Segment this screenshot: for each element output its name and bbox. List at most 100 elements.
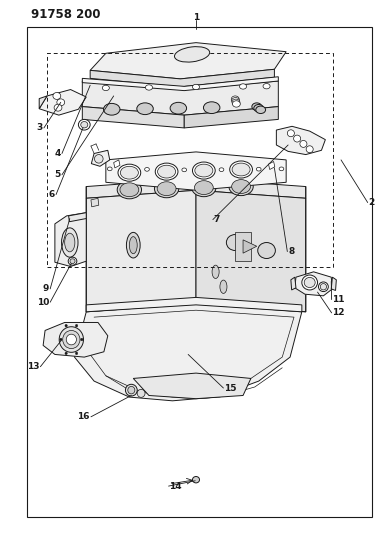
Polygon shape — [133, 373, 251, 399]
Ellipse shape — [59, 327, 83, 352]
Polygon shape — [82, 81, 278, 115]
Polygon shape — [196, 190, 306, 312]
Ellipse shape — [157, 182, 176, 196]
Ellipse shape — [78, 119, 90, 130]
Ellipse shape — [145, 85, 152, 90]
Ellipse shape — [75, 325, 78, 327]
Ellipse shape — [240, 84, 247, 89]
Text: 5: 5 — [54, 171, 61, 179]
Ellipse shape — [192, 84, 200, 90]
Ellipse shape — [129, 237, 137, 254]
Polygon shape — [86, 190, 196, 312]
Ellipse shape — [107, 167, 112, 171]
Ellipse shape — [294, 135, 301, 142]
Ellipse shape — [226, 235, 244, 251]
Polygon shape — [90, 43, 286, 79]
Polygon shape — [82, 107, 184, 128]
Ellipse shape — [155, 163, 178, 180]
Polygon shape — [39, 90, 86, 115]
Ellipse shape — [195, 164, 213, 177]
Polygon shape — [291, 277, 296, 290]
Ellipse shape — [68, 257, 77, 265]
Text: 15: 15 — [224, 384, 237, 392]
Polygon shape — [86, 179, 306, 198]
Ellipse shape — [306, 146, 313, 152]
Polygon shape — [91, 150, 110, 166]
Ellipse shape — [231, 96, 239, 102]
Ellipse shape — [229, 177, 253, 196]
Ellipse shape — [192, 477, 200, 483]
Ellipse shape — [154, 180, 179, 198]
Ellipse shape — [232, 163, 250, 176]
Ellipse shape — [304, 277, 315, 288]
Ellipse shape — [232, 101, 240, 107]
Ellipse shape — [57, 99, 65, 106]
Ellipse shape — [203, 102, 220, 114]
Ellipse shape — [125, 384, 137, 396]
Polygon shape — [82, 77, 278, 91]
Ellipse shape — [192, 162, 215, 179]
Ellipse shape — [256, 167, 261, 171]
Ellipse shape — [65, 352, 67, 354]
Polygon shape — [269, 161, 275, 169]
Ellipse shape — [232, 180, 250, 193]
Ellipse shape — [300, 141, 307, 147]
Ellipse shape — [158, 165, 176, 178]
Ellipse shape — [81, 338, 83, 341]
Ellipse shape — [53, 93, 61, 100]
Ellipse shape — [54, 104, 62, 111]
Ellipse shape — [102, 85, 109, 91]
Ellipse shape — [62, 228, 78, 257]
Ellipse shape — [70, 259, 75, 264]
Ellipse shape — [302, 275, 318, 290]
Ellipse shape — [232, 98, 240, 104]
Ellipse shape — [192, 179, 216, 197]
Ellipse shape — [258, 243, 275, 259]
Ellipse shape — [118, 164, 141, 181]
Ellipse shape — [170, 102, 187, 114]
Ellipse shape — [120, 166, 138, 179]
Ellipse shape — [137, 103, 153, 115]
Polygon shape — [69, 213, 86, 222]
Ellipse shape — [256, 106, 265, 114]
Polygon shape — [39, 96, 47, 109]
Ellipse shape — [128, 386, 135, 394]
Text: 9: 9 — [43, 285, 49, 293]
Polygon shape — [55, 213, 86, 266]
Ellipse shape — [174, 47, 210, 62]
Text: 14: 14 — [169, 482, 182, 490]
Ellipse shape — [117, 181, 142, 199]
Ellipse shape — [65, 233, 75, 252]
Bar — [235, 232, 251, 261]
Ellipse shape — [263, 84, 270, 89]
Ellipse shape — [60, 338, 62, 341]
Ellipse shape — [318, 282, 328, 292]
Polygon shape — [43, 322, 108, 357]
Text: 10: 10 — [36, 298, 49, 306]
Ellipse shape — [137, 389, 145, 398]
Ellipse shape — [320, 284, 327, 290]
Text: 2: 2 — [368, 198, 375, 207]
Polygon shape — [90, 69, 274, 87]
Text: 91758 200: 91758 200 — [31, 9, 101, 21]
Ellipse shape — [252, 103, 261, 110]
Ellipse shape — [220, 280, 227, 294]
Ellipse shape — [254, 104, 263, 112]
Bar — [47, 53, 333, 266]
Polygon shape — [295, 272, 332, 296]
Polygon shape — [106, 152, 286, 190]
Text: 11: 11 — [332, 295, 345, 304]
Ellipse shape — [230, 161, 252, 178]
Ellipse shape — [94, 155, 103, 163]
Polygon shape — [74, 304, 302, 401]
Text: 3: 3 — [37, 124, 43, 132]
Text: 8: 8 — [288, 247, 294, 256]
Ellipse shape — [81, 122, 88, 128]
Ellipse shape — [279, 167, 284, 171]
Bar — [27, 27, 372, 517]
Text: 7: 7 — [214, 215, 220, 224]
Ellipse shape — [232, 99, 240, 106]
Polygon shape — [331, 277, 336, 290]
Polygon shape — [184, 107, 278, 128]
Ellipse shape — [182, 168, 187, 172]
